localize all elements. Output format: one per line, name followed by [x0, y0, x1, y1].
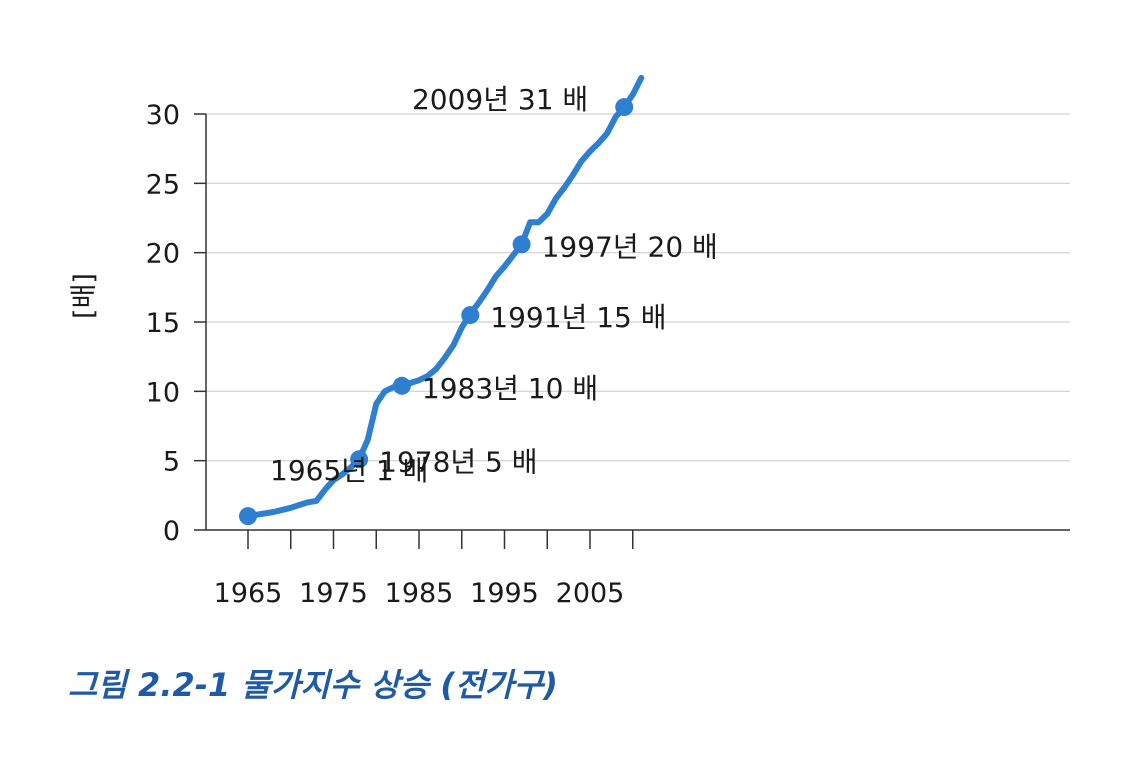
tick-labels: 0 5 10 15 20 25 30 1965 1975 1985 1995 2005 [146, 100, 625, 609]
annotation-1997: 1997년 20 배 [542, 230, 718, 263]
axes [194, 113, 1070, 549]
marker-1983 [392, 376, 411, 395]
marker-1965 [239, 507, 257, 526]
y-tick-label-30: 30 [146, 100, 180, 131]
marker-1978 [350, 450, 369, 469]
marker-1991 [461, 306, 480, 325]
x-tick-label-1975: 1975 [299, 578, 368, 609]
price-index-line [245, 74, 645, 520]
y-tick-label-20: 20 [146, 239, 180, 270]
y-tick-label-25: 25 [146, 169, 180, 200]
x-tick-label-1965: 1965 [214, 578, 283, 609]
y-axis-label: [배] [69, 273, 100, 319]
y-tick-label-15: 15 [146, 308, 180, 339]
annotation-1965: 1965년 1 배 [270, 454, 428, 487]
x-tick-label-2005: 2005 [556, 578, 625, 609]
marker-2009 [615, 98, 634, 117]
annotation-1983: 1983년 10 배 [422, 372, 598, 405]
figure-caption: 그림 2.2-1 물가지수 상승 (전가구) [68, 666, 558, 704]
series-line [245, 74, 645, 520]
annotation-1991: 1991년 15 배 [490, 301, 666, 334]
x-tick-label-1985: 1985 [385, 578, 454, 609]
y-tick-label-5: 5 [163, 447, 180, 478]
milestone-markers [239, 98, 634, 526]
annotation-2009: 2009년 31 배 [412, 83, 588, 116]
y-tick-label-0: 0 [163, 516, 180, 547]
y-tick-label-10: 10 [146, 377, 180, 408]
x-tick-label-1995: 1995 [470, 578, 539, 609]
marker-1997 [512, 235, 531, 254]
grid-lines [206, 113, 1070, 462]
annotation-1978: 1978년 5 배 [379, 445, 537, 478]
